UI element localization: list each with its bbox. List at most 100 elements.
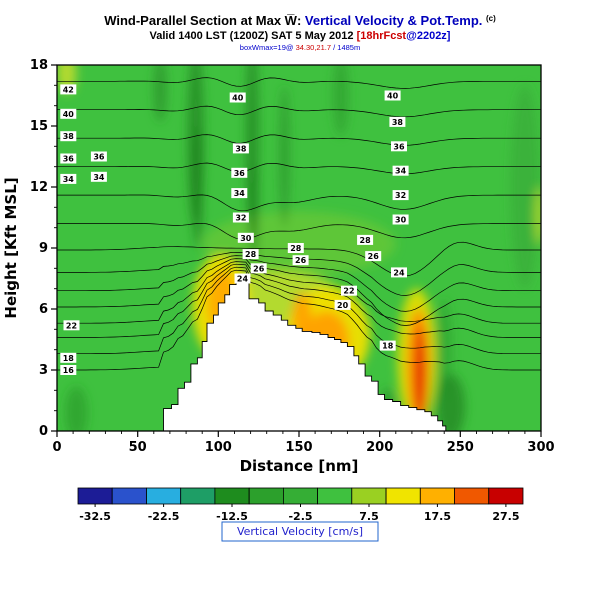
contour-label-box <box>341 285 357 296</box>
y-tick-label: 15 <box>30 119 48 134</box>
contour-line-34 <box>57 194 541 212</box>
colorbar-cell <box>488 487 524 505</box>
contour-label: 30 <box>240 234 252 243</box>
field-feature <box>279 85 290 228</box>
x-tick-label: 150 <box>285 440 312 455</box>
contour-label-box <box>389 116 406 127</box>
contour-label-box <box>391 141 407 152</box>
contour-label-box <box>60 153 77 164</box>
contour-label: 34 <box>63 175 75 184</box>
title-variable: Vertical Velocity & Pot.Temp. <box>304 13 487 28</box>
contour-line-20 <box>57 263 541 338</box>
contour-label: 38 <box>63 132 75 141</box>
contour-label-box <box>250 263 267 274</box>
field-feature <box>414 325 426 423</box>
contour-label-box <box>242 249 259 260</box>
contour-label: 28 <box>245 250 257 259</box>
valid-time-line: Valid 1400 LST (1200Z) SAT 5 May 2012 [1… <box>0 30 600 42</box>
contour-label: 36 <box>393 142 405 151</box>
contour-line-26 <box>57 255 541 312</box>
contour-label-box <box>357 234 374 245</box>
contour-label-box <box>229 92 246 103</box>
y-tick-label: 18 <box>30 58 48 73</box>
contour-label-box <box>90 151 107 162</box>
contour-label: 36 <box>93 153 105 162</box>
contour-label: 36 <box>234 169 246 178</box>
contour-label: 24 <box>237 275 249 284</box>
contour-line-16 <box>57 269 541 371</box>
contour-label: 40 <box>232 94 244 103</box>
y-axis-title: Height [Kft MSL] <box>2 177 20 318</box>
contour-label: 38 <box>392 118 404 127</box>
contour-label: 28 <box>360 236 372 245</box>
terrain-silhouette <box>158 281 447 431</box>
field-feature <box>534 187 541 244</box>
contour-label: 20 <box>337 301 349 310</box>
contour-label: 30 <box>395 216 407 225</box>
contour-label: 36 <box>63 155 75 164</box>
y-tick-label: 9 <box>39 241 48 256</box>
y-tick-label: 6 <box>39 302 48 317</box>
contour-label-box <box>60 365 77 375</box>
contour-label: 24 <box>393 268 405 277</box>
field-feature <box>153 65 167 122</box>
contour-label-box <box>392 165 409 176</box>
colorbar: -32.5 -22.5 -12.5 -2.5 7.5 17.5 27.5 Vertical V… <box>77 487 524 542</box>
info-coords: 34.30,21.7 <box>295 43 332 52</box>
contour-label: 18 <box>382 342 394 351</box>
contour-label: 16 <box>63 366 75 375</box>
contour-label-box <box>391 267 407 278</box>
contour-label-box <box>231 188 248 199</box>
contour-line-22 <box>57 261 541 324</box>
info-prefix: boxWmax=19@ <box>239 43 296 52</box>
contour-label-box <box>234 273 251 284</box>
contour-label-box <box>60 131 77 142</box>
chart-header: Wind-Parallel Section at Max W̅: Vertica… <box>0 0 600 52</box>
field-feature <box>192 126 203 248</box>
contour-label: 42 <box>63 85 74 94</box>
colorbar-cell <box>214 487 250 505</box>
colorbar-cell <box>385 487 421 505</box>
colorbar-title: Vertical Velocity [cm/s] <box>237 525 363 538</box>
contour-line-38 <box>57 134 541 146</box>
contour-label-box <box>63 320 80 331</box>
field-feature <box>249 160 258 263</box>
x-axis-title: Distance [nm] <box>240 457 359 475</box>
contour-label: 32 <box>395 191 406 200</box>
contour-label-box <box>365 251 382 262</box>
x-tick-label: 300 <box>527 440 554 455</box>
contour-label-box <box>232 143 249 154</box>
colorbar-tick-label: 7.5 <box>359 510 379 523</box>
contour-label: 28 <box>290 244 302 253</box>
velocity-field <box>57 65 541 431</box>
contour-label: 40 <box>63 110 75 119</box>
field-feature <box>332 65 349 137</box>
contour-line-40 <box>57 105 541 118</box>
y-tick-label: 3 <box>39 363 48 378</box>
colorbar-tick-label: -2.5 <box>288 510 312 523</box>
colorbar-tick-label: -32.5 <box>79 510 111 523</box>
field-feature <box>65 386 88 431</box>
max-w-info-line: boxWmax=19@ 34.30,21.7 / 1485m <box>0 43 600 52</box>
colorbar-cell <box>248 487 284 505</box>
colorbar-cell <box>351 487 387 505</box>
info-elevation: / 1485m <box>331 43 361 52</box>
contour-label: 34 <box>395 167 407 176</box>
contour-label: 26 <box>295 256 307 265</box>
x-tick-label: 250 <box>447 440 474 455</box>
colorbar-cell <box>180 487 216 505</box>
title-main: Wind-Parallel Section at Max W̅: <box>104 13 305 28</box>
contour-label-box <box>60 173 77 184</box>
colorbar-title-box <box>221 521 379 542</box>
contour-label: 22 <box>343 287 354 296</box>
colorbar-tick-label: -22.5 <box>148 510 180 523</box>
x-tick-label: 50 <box>129 440 147 455</box>
contour-line-24 <box>57 258 541 326</box>
chart-title: Wind-Parallel Section at Max W̅: Vertica… <box>0 13 600 28</box>
forecast-issue-text: @2202z] <box>406 30 451 42</box>
contour-label-box <box>90 171 107 182</box>
contour-label-box <box>60 352 77 363</box>
